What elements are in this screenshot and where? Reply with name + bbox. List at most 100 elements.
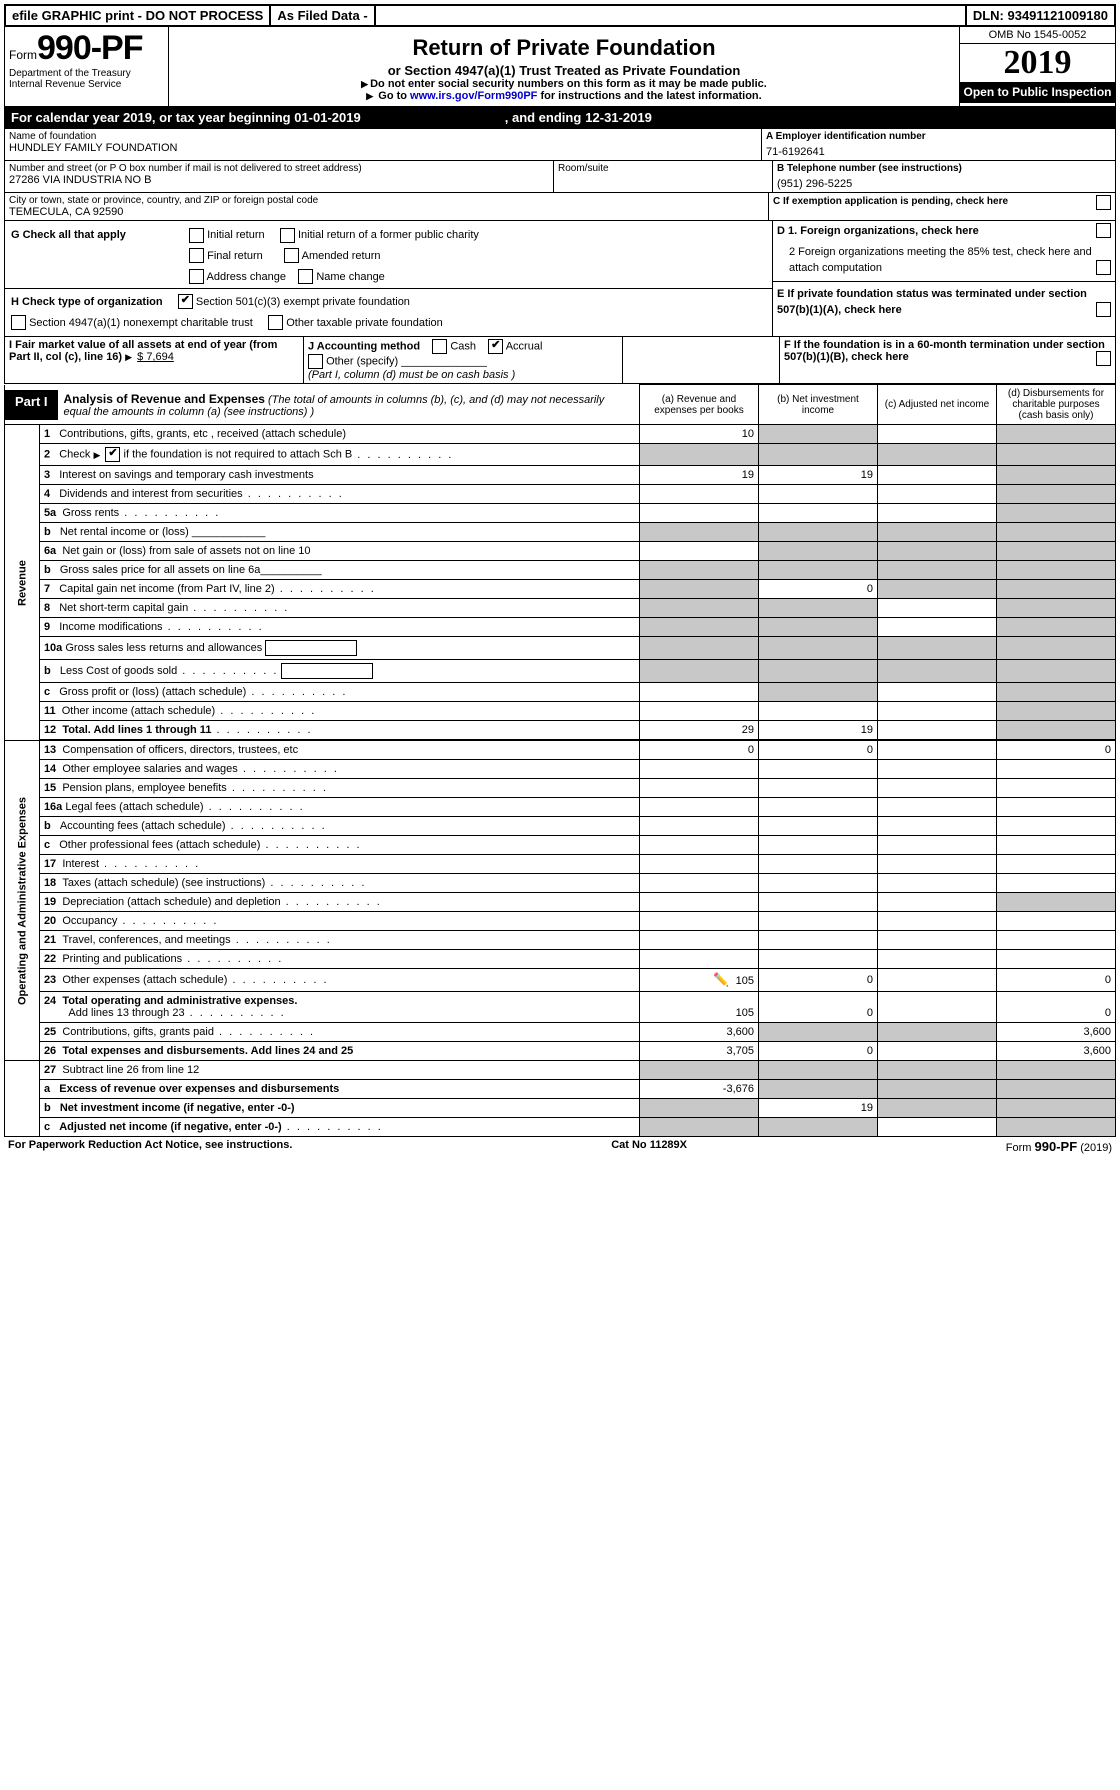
omb-number: OMB No 1545-0052 [960, 27, 1115, 44]
line-3: 3 Interest on savings and temporary cash… [5, 466, 1116, 485]
section-i: I Fair market value of all assets at end… [5, 337, 304, 383]
line-21: 21 Travel, conferences, and meetings [5, 931, 1116, 950]
cb-j-other[interactable] [308, 354, 323, 369]
cb-final[interactable] [189, 248, 204, 263]
line-5a: 5a Gross rents [5, 504, 1116, 523]
tax-year: 2019 [960, 44, 1115, 82]
line-6a: 6a Net gain or (loss) from sale of asset… [5, 542, 1116, 561]
revenue-label: Revenue [5, 425, 40, 741]
cb-schb[interactable]: ✔ [105, 447, 120, 462]
line-17: 17 Interest [5, 855, 1116, 874]
form-title: Return of Private Foundation [177, 35, 951, 61]
addr-tel-row: Number and street (or P O box number if … [4, 161, 1116, 193]
line-5b: b Net rental income or (loss) __________… [5, 523, 1116, 542]
telephone: (951) 296-5225 [777, 174, 1111, 190]
g-row3: Address change Name change [11, 267, 766, 288]
line-6b: b Gross sales price for all assets on li… [5, 561, 1116, 580]
city-state-zip: TEMECULA, CA 92590 [9, 206, 764, 218]
col-b-header: (b) Net investment income [759, 385, 878, 425]
part1-desc: Analysis of Revenue and Expenses (The to… [58, 390, 639, 420]
line-19: 19 Depreciation (attach schedule) and de… [5, 893, 1116, 912]
line-11: 11 Other income (attach schedule) [5, 702, 1116, 721]
street-address: 27286 VIA INDUSTRIA NO B [9, 174, 549, 186]
cb-initial[interactable] [189, 228, 204, 243]
line-8: 8 Net short-term capital gain [5, 599, 1116, 618]
checkbox-c[interactable] [1096, 195, 1111, 210]
calendar-year-row: For calendar year 2019, or tax year begi… [4, 107, 1116, 129]
address-cell: Number and street (or P O box number if … [5, 161, 554, 192]
header-right: OMB No 1545-0052 2019 Open to Public Ins… [959, 27, 1115, 106]
line-20: 20 Occupancy [5, 912, 1116, 931]
city-c-row: City or town, state or province, country… [4, 193, 1116, 221]
section-g-h: G Check all that apply Initial return In… [5, 221, 773, 336]
col-c-header: (c) Adjusted net income [878, 385, 997, 425]
irs-link[interactable]: www.irs.gov/Form990PF [410, 90, 537, 102]
g-row1: G Check all that apply Initial return In… [11, 225, 766, 246]
ein-cell: A Employer identification number 71-6192… [762, 129, 1115, 160]
cb-d2[interactable] [1096, 260, 1111, 275]
cb-name-change[interactable] [298, 269, 313, 284]
form-footer: Form 990-PF (2019) [1006, 1139, 1112, 1154]
header-left: Form990-PF Department of the Treasury In… [5, 27, 169, 106]
line-27b: b Net investment income (if negative, en… [5, 1099, 1116, 1118]
form-number: Form990-PF [9, 29, 164, 68]
line-15: 15 Pension plans, employee benefits [5, 779, 1116, 798]
cb-cash[interactable] [432, 339, 447, 354]
cb-501c3[interactable]: ✔ [178, 294, 193, 309]
line-7: 7 Capital gain net income (from Part IV,… [5, 580, 1116, 599]
form-subtitle: or Section 4947(a)(1) Trust Treated as P… [177, 63, 951, 78]
ghde-row: G Check all that apply Initial return In… [4, 221, 1116, 337]
g-row2: Final return Amended return [11, 246, 766, 267]
cat-no: Cat No 11289X [611, 1139, 687, 1154]
cb-amended[interactable] [284, 248, 299, 263]
line-10a: 10a Gross sales less returns and allowan… [5, 637, 1116, 660]
line-16c: c Other professional fees (attach schedu… [5, 836, 1116, 855]
part1-tag: Part I [5, 390, 58, 420]
line-1: Revenue 1 Contributions, gifts, grants, … [5, 425, 1116, 444]
cb-initial-former[interactable] [280, 228, 295, 243]
expenses-label: Operating and Administrative Expenses [5, 741, 40, 1061]
cb-other-taxable[interactable] [268, 315, 283, 330]
cb-accrual[interactable]: ✔ [488, 339, 503, 354]
room-cell: Room/suite [554, 161, 773, 192]
line-16b: b Accounting fees (attach schedule) [5, 817, 1116, 836]
page-footer: For Paperwork Reduction Act Notice, see … [4, 1137, 1116, 1156]
section-h: H Check type of organization ✔ Section 5… [5, 288, 772, 337]
section-e: E If private foundation status was termi… [773, 281, 1115, 323]
ein-value: 71-6192641 [766, 142, 1111, 158]
name-ein-row: Name of foundation HUNDLEY FAMILY FOUNDA… [4, 129, 1116, 161]
pencil-icon[interactable]: ✏️ [713, 972, 729, 987]
cb-e[interactable] [1096, 302, 1111, 317]
dept-irs: Internal Revenue Service [9, 79, 164, 90]
j-spacer [623, 337, 780, 383]
cb-addr-change[interactable] [189, 269, 204, 284]
dept-treasury: Department of the Treasury [9, 68, 164, 79]
cb-4947[interactable] [11, 315, 26, 330]
section-j: J Accounting method Cash ✔ Accrual Other… [304, 337, 623, 383]
part1-table: Part I Analysis of Revenue and Expenses … [4, 384, 1116, 1137]
foundation-name-cell: Name of foundation HUNDLEY FAMILY FOUNDA… [5, 129, 762, 160]
ijf-row: I Fair market value of all assets at end… [4, 337, 1116, 384]
line-16a: 16a Legal fees (attach schedule) [5, 798, 1116, 817]
foundation-name: HUNDLEY FAMILY FOUNDATION [9, 142, 757, 154]
line-24: 24 Total operating and administrative ex… [5, 992, 1116, 1023]
line-23: 23 Other expenses (attach schedule)✏️ 10… [5, 969, 1116, 992]
d2: 2 Foreign organizations meeting the 85% … [777, 244, 1111, 277]
header-title-block: Return of Private Foundation or Section … [169, 27, 959, 106]
line-13: Operating and Administrative Expenses 13… [5, 741, 1116, 760]
top-spacer [376, 6, 967, 25]
line-14: 14 Other employee salaries and wages [5, 760, 1116, 779]
col-a-header: (a) Revenue and expenses per books [640, 385, 759, 425]
cb-d1[interactable] [1096, 223, 1111, 238]
line-18: 18 Taxes (attach schedule) (see instruct… [5, 874, 1116, 893]
line-22: 22 Printing and publications [5, 950, 1116, 969]
as-filed: As Filed Data - [271, 6, 375, 25]
col-d-header: (d) Disbursements for charitable purpose… [997, 385, 1116, 425]
tel-cell: B Telephone number (see instructions) (9… [773, 161, 1115, 192]
section-f: F If the foundation is in a 60-month ter… [780, 337, 1115, 383]
efile-notice: efile GRAPHIC print - DO NOT PROCESS [6, 6, 271, 25]
ssn-note: Do not enter social security numbers on … [177, 78, 951, 90]
line-27a: a Excess of revenue over expenses and di… [5, 1080, 1116, 1099]
cb-f[interactable] [1096, 351, 1111, 366]
city-cell: City or town, state or province, country… [5, 193, 769, 220]
